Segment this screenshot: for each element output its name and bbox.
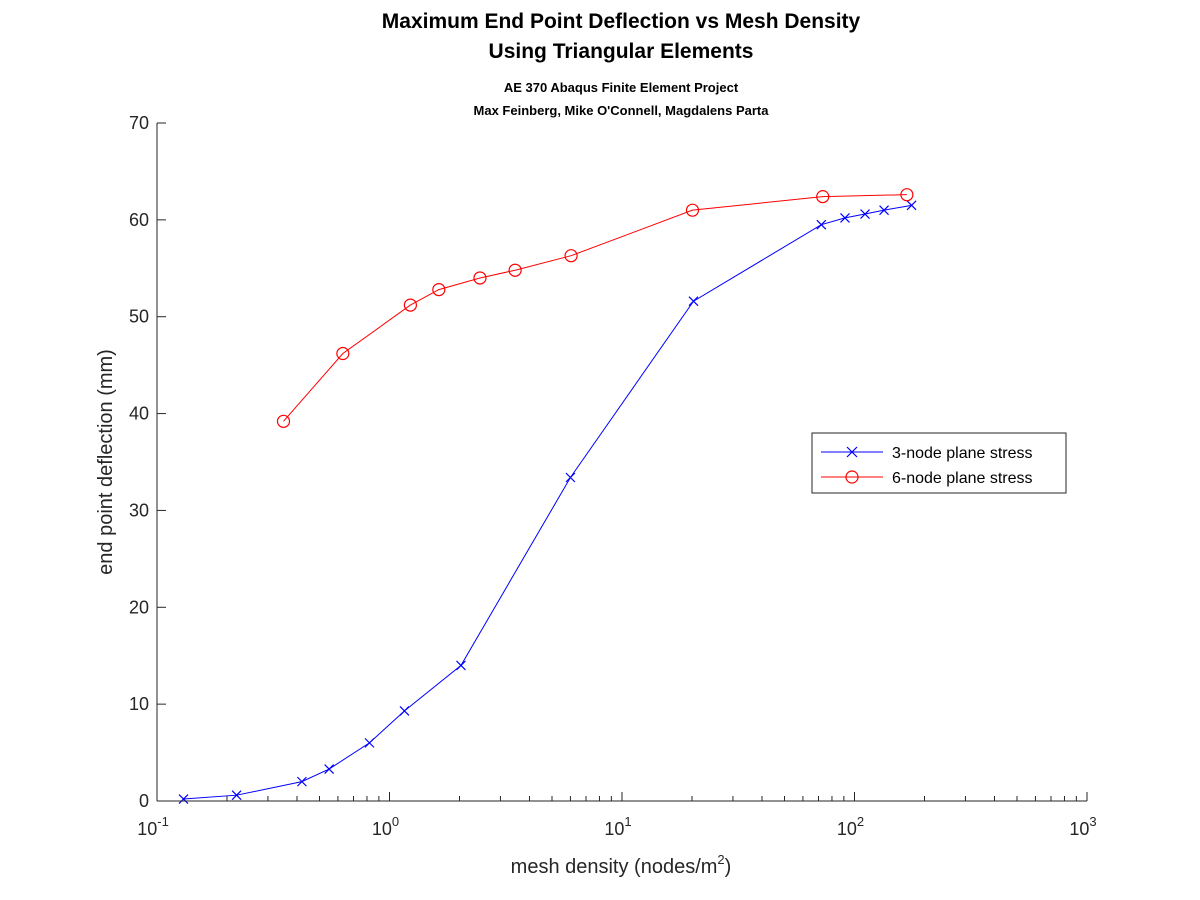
x-tick-label-base: 10 (604, 819, 624, 839)
series-2-point (473, 271, 487, 285)
series-1-point (906, 200, 917, 211)
x-axis-label: mesh density (nodes/m2) (511, 852, 732, 878)
x-tick-label: 100 (372, 814, 399, 839)
series-1-point (231, 790, 242, 801)
series-1-point (399, 705, 410, 716)
y-tick-label: 0 (139, 791, 149, 811)
y-tick-label: 30 (129, 500, 149, 520)
series-2-point (276, 414, 291, 428)
series-1-point (456, 660, 466, 671)
chart-subtitle-line-2: Max Feinberg, Mike O'Connell, Magdalens … (474, 103, 770, 118)
y-tick-label: 60 (129, 210, 149, 230)
x-tick-label-exponent: 2 (857, 814, 864, 829)
series-line-1 (183, 204, 912, 800)
y-tick-label: 70 (129, 113, 149, 133)
series-1-point (879, 205, 889, 216)
series-2-point (508, 263, 522, 277)
x-tick-label: 103 (1069, 814, 1096, 839)
y-axis-label: end point deflection (mm) (95, 349, 117, 575)
x-tick-label-exponent: 1 (624, 814, 631, 829)
series-2-point (900, 188, 914, 202)
chart-subtitle-line-1: AE 370 Abaqus Finite Element Project (504, 80, 739, 95)
series-2-point (564, 249, 578, 263)
x-tick-label-exponent: 3 (1089, 814, 1096, 829)
series-1-point (860, 209, 870, 219)
series-layer (178, 188, 917, 804)
y-tick-label: 50 (129, 307, 149, 327)
series-1-point (178, 794, 189, 804)
x-axis-label-superscript: 2 (717, 852, 724, 867)
legend-entry-6-node: 6-node plane stress (892, 470, 1033, 487)
x-tick-label: 102 (837, 814, 864, 839)
x-tick-label-base: 10 (137, 819, 157, 839)
legend-marker-3-node (846, 446, 858, 458)
y-tick-label: 40 (129, 404, 149, 424)
series-1-point (324, 764, 335, 774)
series-2-point (403, 298, 418, 312)
legend-marker-6-node (845, 470, 859, 484)
series-1-point (840, 212, 850, 223)
x-tick-label-exponent: -1 (157, 814, 169, 829)
x-tick-label-exponent: 0 (392, 814, 399, 829)
series-1-point (688, 296, 699, 307)
legend-entry-3-node: 3-node plane stress (892, 445, 1033, 462)
series-2-point (685, 203, 700, 217)
x-axis-label-suffix: ) (725, 856, 732, 878)
series-1-point (296, 776, 307, 787)
x-tick-label: 101 (604, 814, 631, 839)
series-1-point (565, 472, 576, 483)
series-2-point (816, 190, 830, 204)
x-tick-label-base: 10 (1069, 819, 1089, 839)
series-2-point (432, 282, 446, 297)
chart-title-line-1: Maximum End Point Deflection vs Mesh Den… (382, 10, 861, 33)
series-2-point (336, 346, 350, 361)
y-tick-label: 10 (129, 694, 149, 714)
series-1-point (364, 737, 375, 748)
x-tick-label-base: 10 (837, 819, 857, 839)
legend: 3-node plane stress 6-node plane stress (811, 432, 1067, 494)
series-1-point (816, 219, 827, 230)
y-tick-label: 20 (129, 597, 149, 617)
series-line-2 (283, 194, 907, 422)
x-tick-label: 10-1 (137, 814, 169, 839)
x-axis-label-text: mesh density (nodes/m (511, 856, 718, 878)
chart-title-line-2: Using Triangular Elements (489, 40, 754, 63)
x-tick-label-base: 10 (372, 819, 392, 839)
